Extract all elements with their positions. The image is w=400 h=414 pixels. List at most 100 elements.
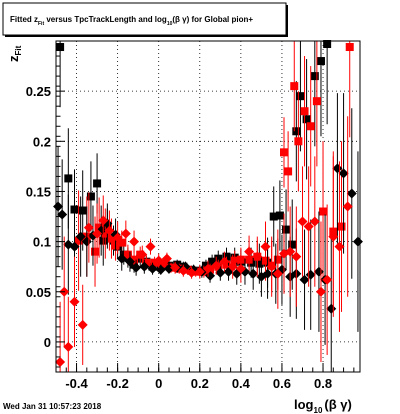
data-point-square [306, 122, 315, 131]
data-point-square [107, 234, 116, 243]
data-point-diamond [227, 261, 238, 272]
data-point-diamond [131, 262, 142, 273]
data-point-square [296, 92, 305, 101]
data-point-square [222, 260, 231, 269]
data-point-diamond [83, 222, 94, 233]
data-point-square [101, 229, 110, 238]
x-tick-label: 0.6 [273, 376, 291, 391]
data-point-diamond [215, 267, 226, 278]
data-point-square [323, 40, 332, 49]
data-point-square [93, 179, 102, 188]
data-point-square [86, 192, 95, 201]
data-point-diamond [322, 274, 333, 285]
data-point-diamond [252, 251, 263, 262]
data-point-square [208, 257, 217, 266]
data-point-square [294, 137, 303, 146]
x-axis-title-tail: (β γ) [324, 397, 351, 412]
y-tick-label: 0.05 [26, 285, 51, 300]
data-point-diamond [299, 274, 310, 285]
data-point-diamond [57, 209, 68, 220]
data-point-diamond [326, 303, 337, 314]
data-point-diamond [69, 296, 80, 307]
data-point-square [64, 174, 73, 183]
x-tick-label: 0 [155, 376, 162, 391]
data-point-diamond [203, 263, 213, 274]
title-box-frame [2, 2, 287, 36]
data-point-diamond [313, 266, 324, 277]
data-point-diamond [69, 241, 80, 252]
data-point-square [56, 43, 65, 52]
data-point-square [130, 255, 139, 264]
data-point-diamond [120, 228, 131, 239]
y-tick-label: 0.1 [33, 235, 51, 250]
data-point-square [345, 43, 354, 52]
data-point-diamond [77, 319, 88, 330]
data-point-diamond [303, 221, 314, 232]
data-point-diamond [186, 267, 197, 278]
data-point-diamond [161, 253, 172, 264]
title-mid: versus TpcTrackLength and log [44, 15, 167, 24]
data-point-square [312, 97, 321, 106]
data-point-square [230, 256, 239, 265]
x-tick-label: -0.2 [106, 376, 128, 391]
data-point-diamond [178, 265, 189, 276]
data-point-square [255, 259, 264, 268]
chart-title-box: Fitted zFit versus TpcTrackLength and lo… [2, 2, 288, 37]
y-axis-title: zFit [6, 45, 23, 62]
data-point-square [123, 250, 132, 259]
title-post: (β γ) for Global pion+ [172, 15, 253, 24]
x-tick-label: 0.4 [232, 376, 251, 391]
data-point-diamond [260, 241, 271, 252]
data-point-square [119, 250, 128, 259]
data-point-square [319, 207, 328, 216]
x-tick-label: 0.2 [191, 376, 209, 391]
data-point-square [284, 167, 293, 176]
title-pre: Fitted z [10, 15, 38, 24]
x-axis-title-sub: 10 [314, 406, 323, 414]
y-axis-title-sub: Fit [14, 45, 23, 55]
axis-tick-labels: -0.4 -0.2 0 0.2 0.4 0.6 0.8 0 0.05 0.1 0.15 0.2 0.25 [26, 84, 332, 391]
data-point-diamond [55, 356, 66, 367]
series-3-diamond [55, 116, 353, 372]
y-tick-label: 0 [44, 335, 51, 350]
data-point-diamond [98, 215, 109, 226]
data-point-diamond [291, 251, 302, 262]
data-point-diamond [145, 241, 156, 252]
data-point-diamond [244, 246, 255, 257]
data-point-square [78, 206, 87, 215]
data-point-diamond [346, 188, 357, 199]
data-point-square [158, 259, 167, 268]
data-point-square [288, 240, 297, 249]
data-point-diamond [309, 216, 320, 227]
y-tick-label: 0.15 [26, 184, 51, 199]
data-point-square [310, 72, 319, 81]
data-point-diamond [328, 231, 339, 242]
data-point-diamond [297, 216, 308, 227]
data-point-diamond [104, 225, 115, 236]
data-point-diamond [235, 263, 246, 274]
data-point-diamond [124, 256, 135, 267]
y-tick-label: 0.2 [33, 134, 51, 149]
data-point-square [269, 212, 278, 221]
data-point-diamond [272, 268, 283, 279]
x-tick-label: 0.8 [314, 376, 332, 391]
data-point-square [290, 82, 299, 91]
data-point-diamond [352, 236, 363, 247]
data-point-diamond [129, 236, 140, 247]
data-point-diamond [266, 261, 277, 272]
data-point-diamond [342, 201, 353, 212]
data-point-diamond [219, 256, 230, 267]
data-point-diamond [75, 231, 86, 242]
data-point-square [91, 247, 100, 256]
timestamp-label: Wed Jan 31 10:57:23 2018 [3, 402, 102, 411]
data-point-square [280, 148, 288, 157]
x-tick-label: -0.4 [65, 376, 88, 391]
data-point-diamond [285, 246, 296, 257]
data-point-square [117, 238, 126, 247]
data-point-diamond [163, 263, 174, 274]
data-point-diamond [92, 228, 103, 239]
data-point-diamond [194, 266, 205, 277]
data-point-square [275, 211, 284, 220]
title-mid-subscript: 10 [167, 21, 173, 27]
